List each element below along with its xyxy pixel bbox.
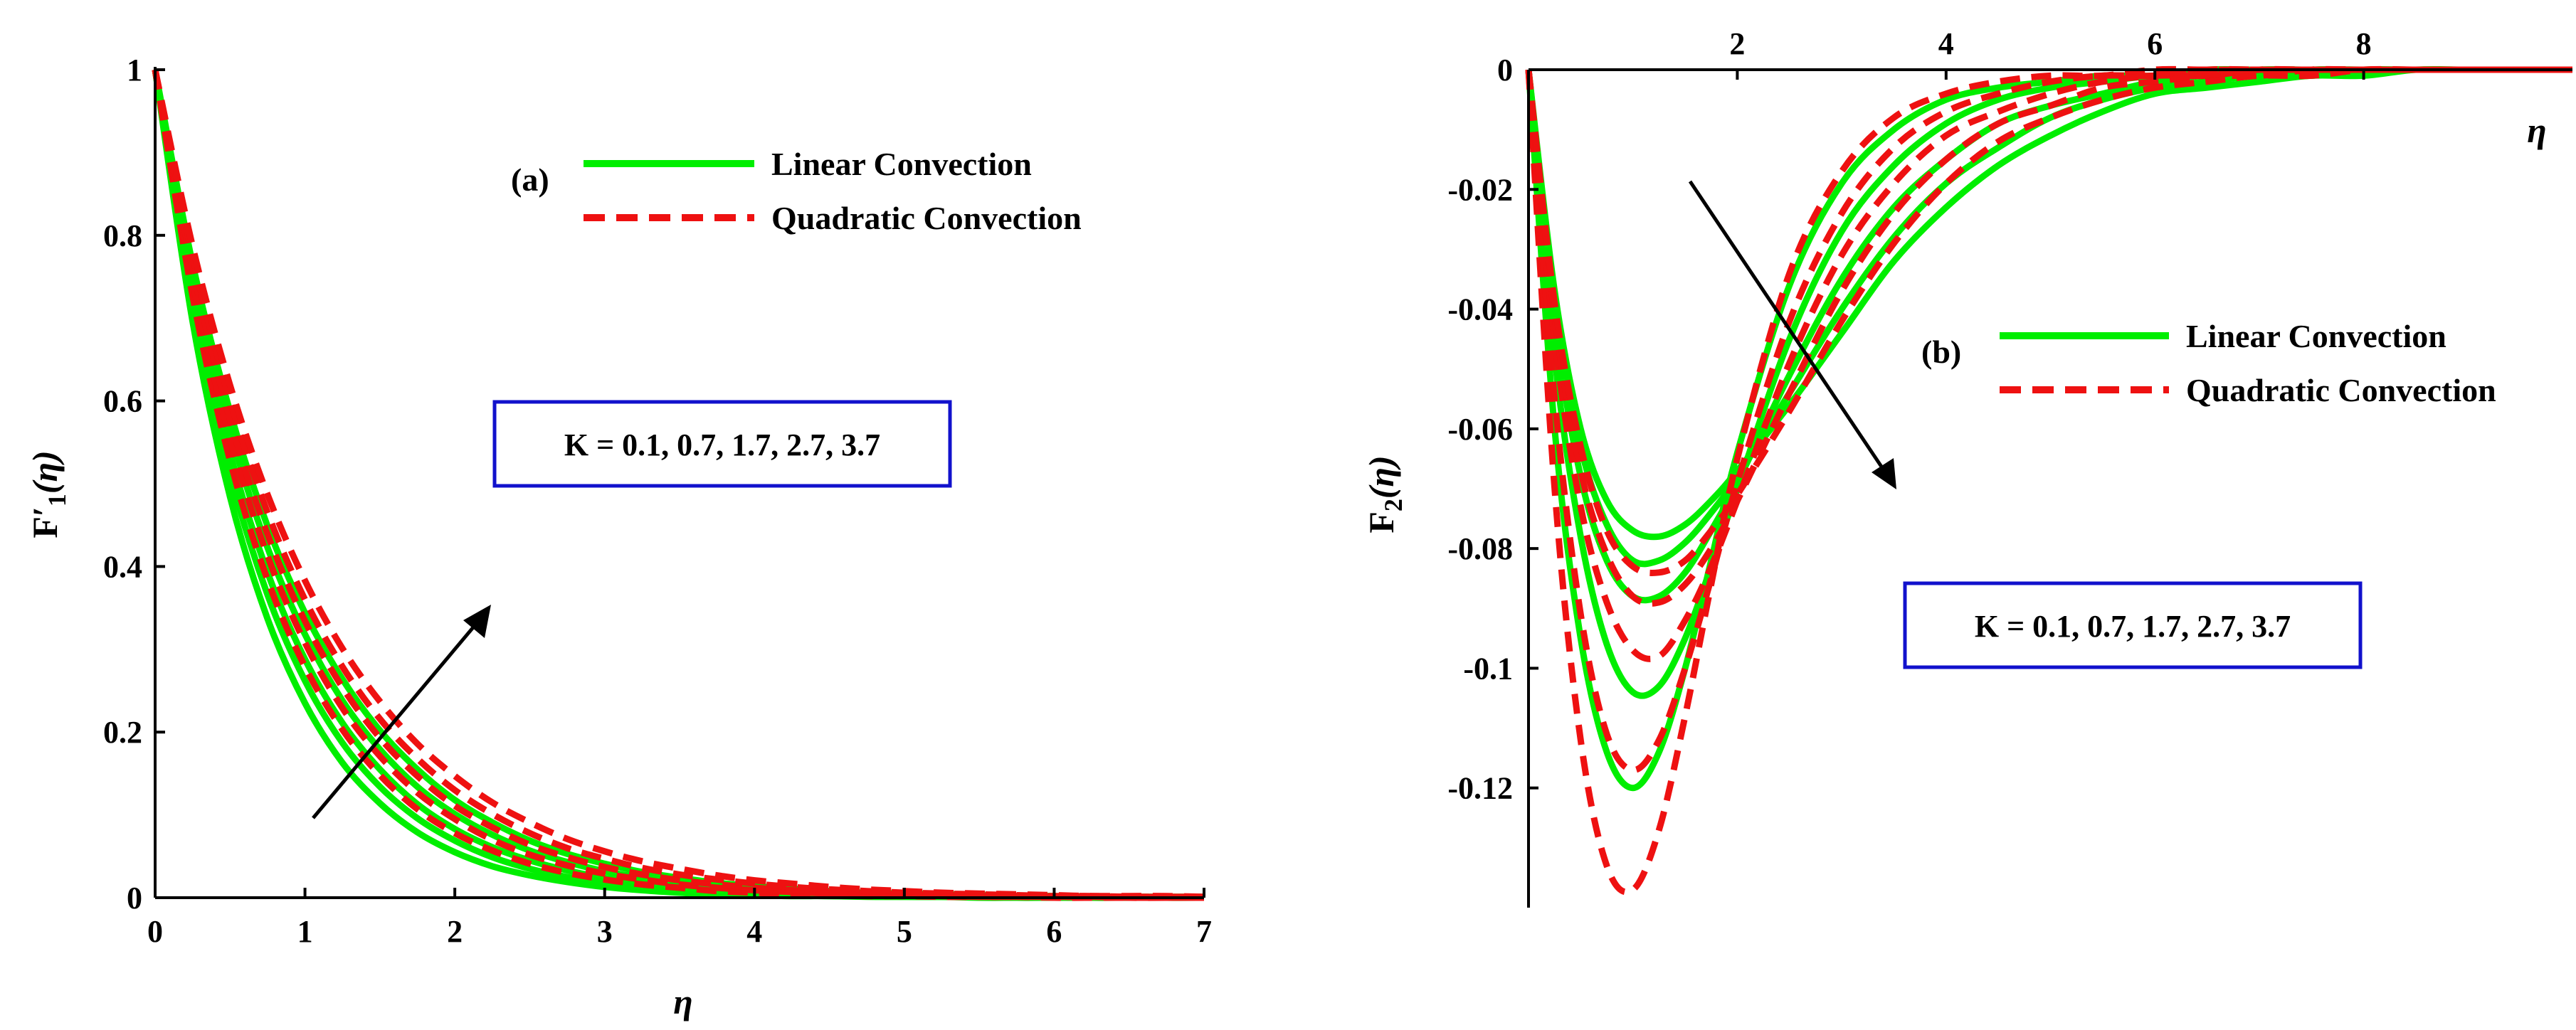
series-line-a-quadratic-8 <box>152 69 1204 901</box>
y-tick-label-a: 0.8 <box>103 218 142 253</box>
x-tick-label-a: 6 <box>1046 914 1062 949</box>
series-line-b-quadratic-5 <box>1525 65 2572 896</box>
legend-a: (a) Linear Convection Quadratic Convecti… <box>511 146 1082 236</box>
annotation-box-a: K = 0.1, 0.7, 1.7, 2.7, 3.7 <box>492 400 952 488</box>
y-tick-label-b: -0.06 <box>1447 412 1513 447</box>
series-line-a-quadratic-9 <box>152 69 1205 901</box>
x-tick-label-a: 4 <box>746 914 762 949</box>
x-tick-label-a: 1 <box>297 914 313 949</box>
panel-label-a: (a) <box>511 161 549 198</box>
y-tick-label-a: 0 <box>127 881 142 915</box>
y-tick-label-b: -0.04 <box>1447 292 1513 327</box>
series-line-b-linear-3 <box>1525 65 2572 568</box>
annotation-box-b: K = 0.1, 0.7, 1.7, 2.7, 3.7 <box>1903 581 2363 669</box>
x-tick-label-b: 6 <box>2147 26 2163 61</box>
legend-quadratic-label-a: Quadratic Convection <box>771 200 1082 236</box>
trend-arrow-shaft-a <box>312 617 482 819</box>
trend-arrow-a <box>312 605 491 819</box>
y-tick-label-b: -0.1 <box>1463 651 1513 686</box>
y-tick-label-b: -0.12 <box>1447 771 1513 806</box>
y-axis-label-a-arg: (η) <box>25 450 65 494</box>
annotation-border-b <box>1903 581 2363 669</box>
x-axis-label-b: η <box>2527 110 2546 150</box>
y-axis-label-b-sub: 2 <box>1379 499 1408 511</box>
legend-linear-label-a: Linear Convection <box>771 146 1032 182</box>
legend-linear-label-b: Linear Convection <box>2186 318 2446 354</box>
series-line-b-quadratic-9 <box>1525 65 2572 576</box>
y-tick-label-a: 0.4 <box>103 549 142 584</box>
y-tick-label-a: 1 <box>127 53 142 87</box>
annotation-text-b: K = 0.1, 0.7, 1.7, 2.7, 3.7 <box>1975 609 2291 644</box>
y-tick-label-b: -0.02 <box>1447 172 1513 207</box>
y-tick-label-b: -0.08 <box>1447 531 1513 566</box>
x-tick-label-a: 5 <box>897 914 912 949</box>
y-axis-label-a-sub: 1 <box>43 494 71 506</box>
y-tick-label-a: 0.2 <box>103 715 142 750</box>
trend-arrow-head-a <box>463 605 491 638</box>
trend-arrow-b <box>1688 180 1896 489</box>
legend-quadratic-label-b: Quadratic Convection <box>2186 372 2496 408</box>
y-axis-label-a-main: F <box>25 516 65 538</box>
y-axis-label-a: F′1(η) <box>25 450 71 538</box>
trend-arrow-shaft-b <box>1688 180 1888 474</box>
x-tick-label-b: 8 <box>2356 26 2372 61</box>
y-tick-label-b: 0 <box>1497 53 1513 87</box>
axes-b: 2 4 6 8 0 -0.02 -0.04 -0.06 -0.08 -0.1 -0.12 <box>1447 26 2572 908</box>
x-tick-label-b: 2 <box>1729 26 1745 61</box>
x-axis-label-a: η <box>673 982 692 1021</box>
x-tick-label-a: 2 <box>447 914 463 949</box>
y-axis-label-b-main: F <box>1361 511 1401 533</box>
annotation-border-a <box>492 400 952 488</box>
axes-a: 0 1 2 3 4 5 6 7 0 0.2 0.4 0.6 0.8 1 <box>103 53 1212 949</box>
x-tick-label-b: 4 <box>1938 26 1954 61</box>
series-layer-b <box>1525 65 2572 896</box>
y-axis-label-b: F2(η) <box>1361 455 1408 533</box>
y-tick-label-a: 0.6 <box>103 384 142 419</box>
x-tick-label-a: 3 <box>597 914 613 949</box>
legend-b: (b) Linear Convection Quadratic Convecti… <box>1921 318 2496 408</box>
series-line-b-quadratic-7 <box>1525 65 2572 662</box>
y-axis-label-a-prime: ′ <box>25 506 65 516</box>
y-axis-label-b-arg: (η) <box>1361 455 1401 499</box>
trend-arrow-head-b <box>1872 458 1896 489</box>
x-tick-label-a: 0 <box>147 914 163 949</box>
chart-panel-a: 0 1 2 3 4 5 6 700.20.40.60.81 F′1(η) η (a) Line… <box>25 53 1212 1021</box>
annotation-text-a: K = 0.1, 0.7, 1.7, 2.7, 3.7 <box>564 428 880 462</box>
x-tick-label-a: 7 <box>1196 914 1212 949</box>
series-line-b-linear-4 <box>1525 65 2572 541</box>
panel-label-b: (b) <box>1921 334 1961 370</box>
series-line-b-linear-0 <box>1525 65 2572 792</box>
chart-panel-b: 2 4 6 80-0.02-0.04-0.06-0.08-0.1-0.12 F2(η)… <box>1361 26 2572 908</box>
